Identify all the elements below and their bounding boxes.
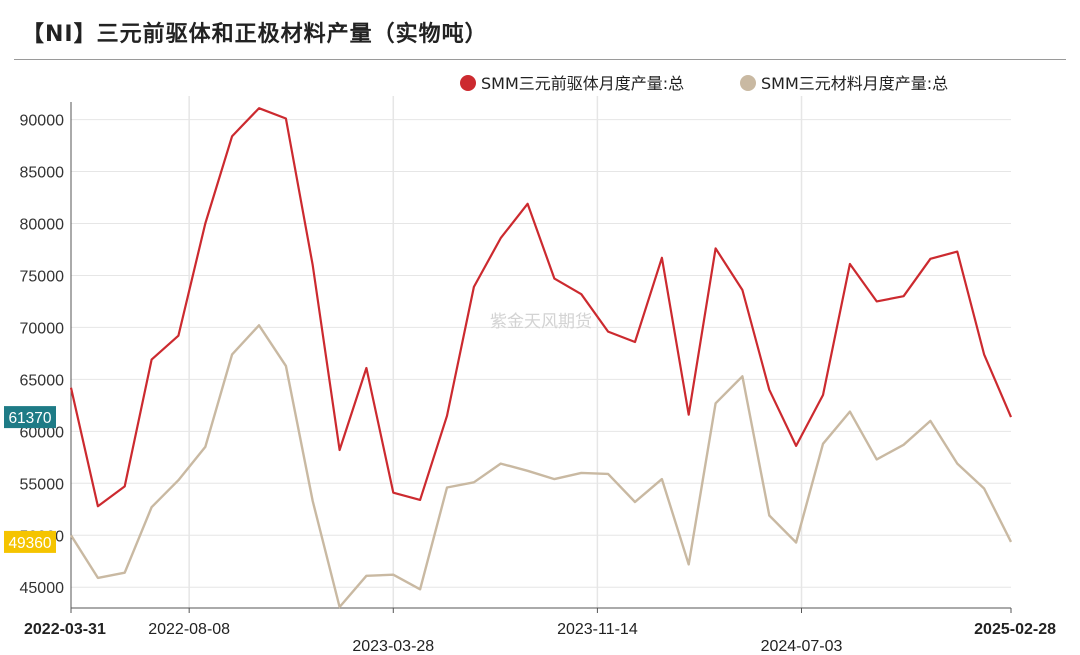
y-tick-label: 60000: [20, 424, 65, 441]
x-tick-label: 2022-03-31: [24, 621, 106, 638]
x-tick-label: 2022-08-08: [148, 621, 230, 638]
title-divider: [14, 59, 1066, 60]
series-line-precursor: [69, 107, 1013, 508]
x-tick-label: 2024-07-03: [761, 638, 843, 655]
last-value-badge-cathode: [4, 530, 56, 553]
x-tick-label: 2023-03-28: [352, 638, 434, 655]
legend-item-precursor: SMM三元前驱体月度产量:总: [481, 74, 684, 93]
y-tick-label: 75000: [20, 268, 65, 285]
legend-item-cathode: SMM三元材料月度产量:总: [761, 74, 948, 93]
y-tick-label: 80000: [20, 217, 65, 234]
series-line-cathode: [69, 324, 1013, 609]
x-tick-label: 2025-02-28: [974, 621, 1056, 638]
legend-marker-cathode: [740, 75, 756, 91]
legend-marker-precursor: [460, 75, 476, 91]
x-tick-label: 2023-11-14: [557, 621, 638, 638]
y-tick-label: 85000: [20, 165, 65, 182]
page-title: 【NI】三元前驱体和正极材料产量（实物吨）: [22, 22, 488, 47]
y-tick-label: 90000: [20, 113, 65, 130]
y-tick-label: 65000: [20, 372, 65, 389]
last-value-badge-precursor: [4, 406, 56, 429]
last-value-label-cathode: 49360: [8, 535, 51, 552]
y-tick-label: 55000: [20, 476, 65, 493]
watermark-text: 紫金天风期货: [490, 312, 592, 332]
last-value-label-precursor: 61370: [8, 410, 51, 427]
y-tick-label: 70000: [20, 320, 65, 337]
y-tick-label: 45000: [20, 580, 65, 597]
